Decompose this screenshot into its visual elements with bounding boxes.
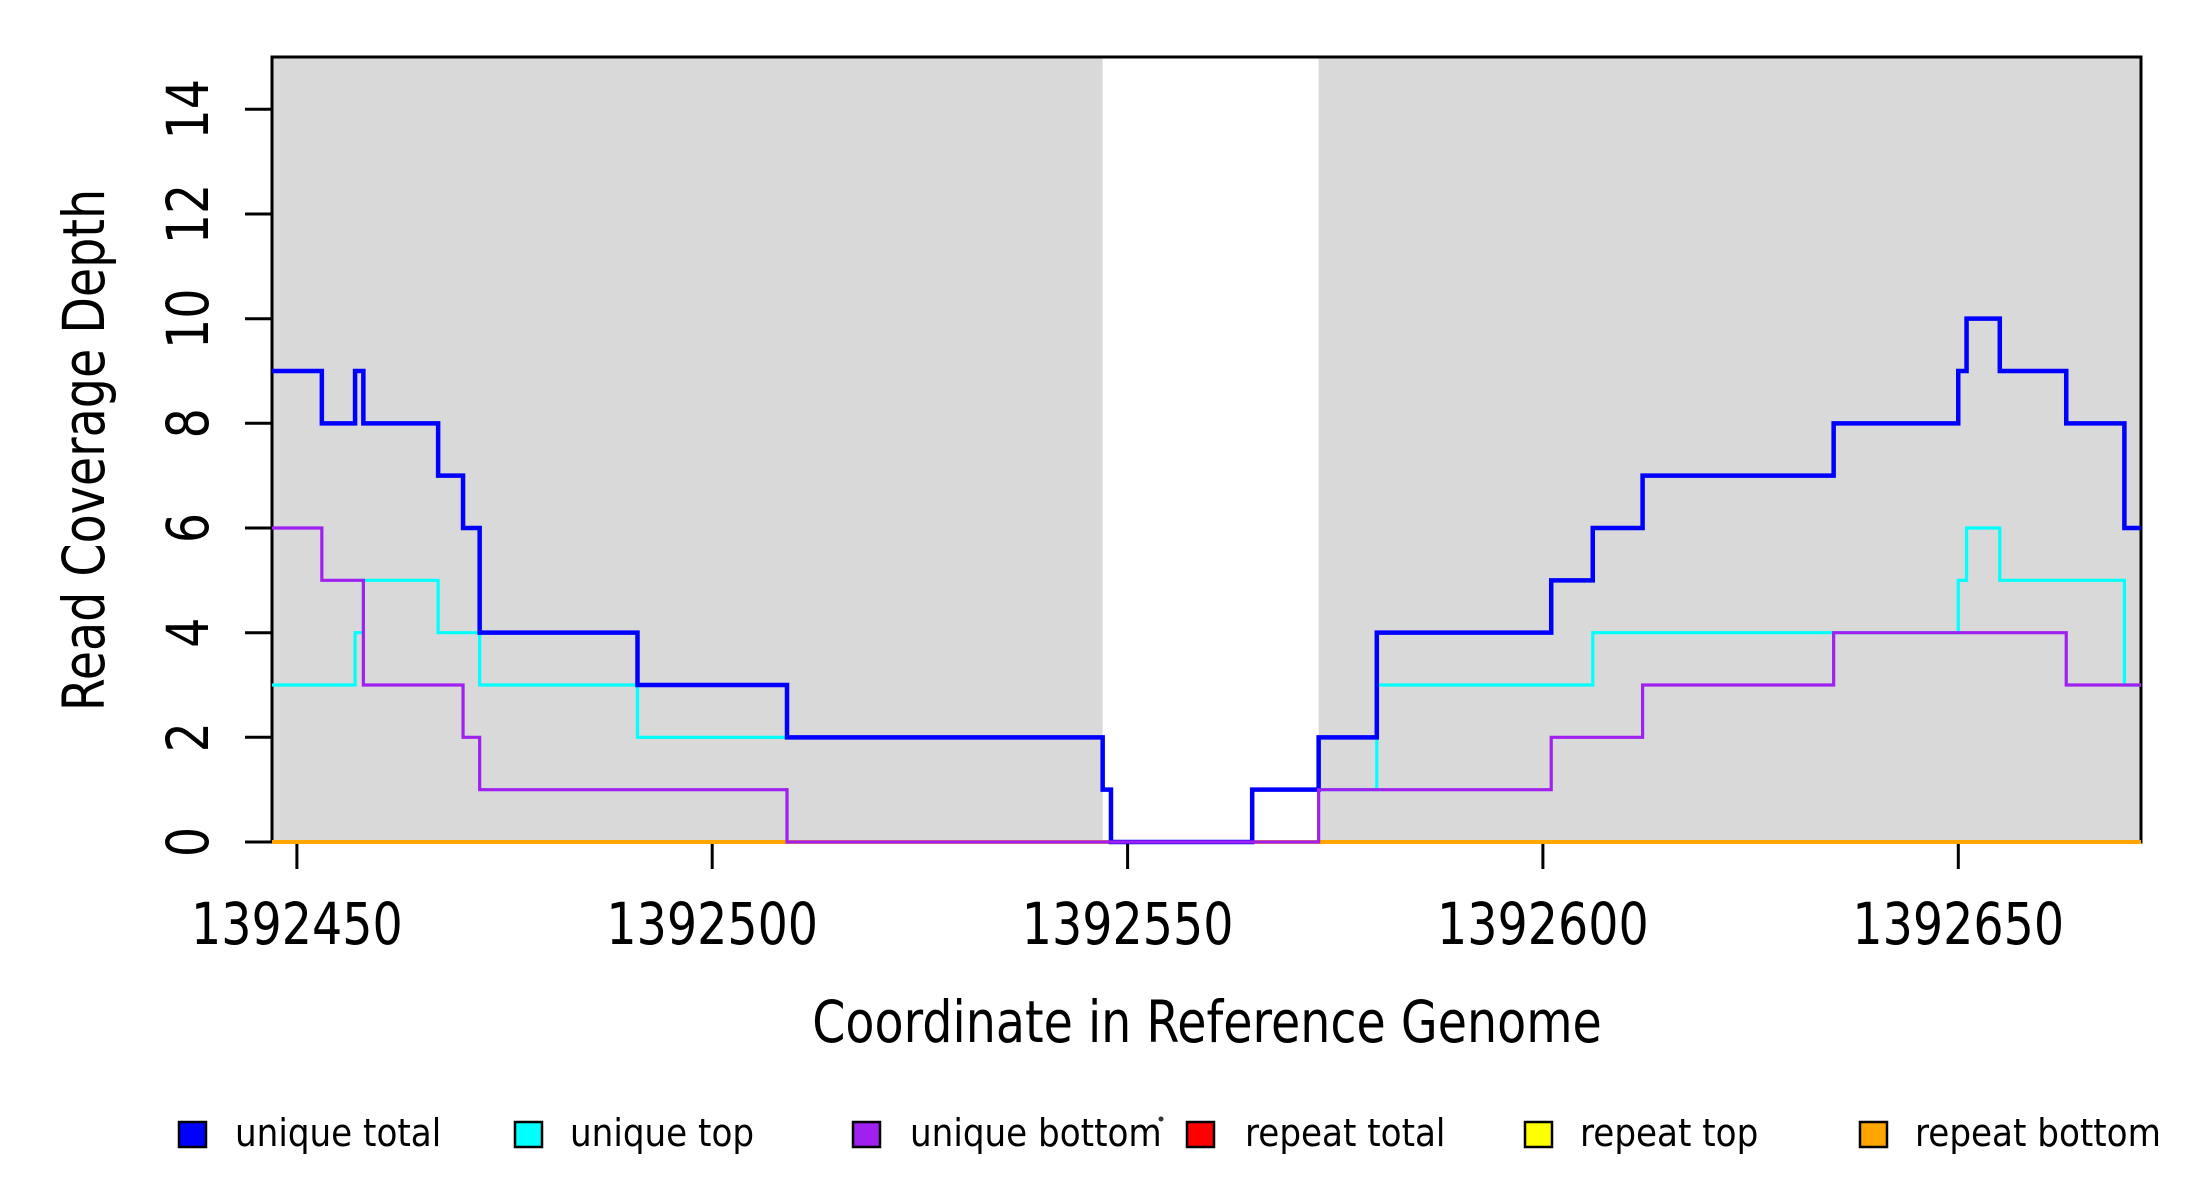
y-tick-label: 14 xyxy=(154,79,222,140)
y-axis-labels: 0 2 4 6 8 10 12 14 xyxy=(154,79,222,857)
legend-item-repeat-top: repeat top xyxy=(1523,1110,1758,1155)
x-tick-label: 1392550 xyxy=(1022,890,1234,958)
legend-item-unique-top: unique top xyxy=(513,1110,754,1155)
y-tick-label: 10 xyxy=(154,288,222,349)
legend-item-repeat-bottom: repeat bottom xyxy=(1858,1110,2161,1155)
legend-label: unique bottom xyxy=(910,1110,1162,1155)
shaded-regions xyxy=(272,57,2141,842)
unique-bottom-swatch-icon xyxy=(851,1120,882,1149)
x-axis-labels: 1392450 1392500 1392550 1392600 1392650 xyxy=(191,890,2064,958)
shaded-region xyxy=(1318,57,2141,842)
repeat-total-swatch-icon xyxy=(1185,1120,1216,1149)
legend-label: repeat total xyxy=(1245,1110,1445,1155)
y-tick-label: 0 xyxy=(154,827,222,857)
y-tick-label: 4 xyxy=(154,618,222,648)
stray-mark xyxy=(1158,1116,1164,1122)
repeat-top-swatch-icon xyxy=(1523,1120,1554,1149)
y-tick-label: 2 xyxy=(154,722,222,752)
x-tick-label: 1392600 xyxy=(1437,890,1649,958)
x-tick-label: 1392500 xyxy=(606,890,818,958)
legend-item-repeat-total: repeat total xyxy=(1185,1110,1445,1155)
shaded-region xyxy=(272,57,1103,842)
legend-item-unique-bottom: unique bottom xyxy=(851,1110,1162,1155)
repeat-bottom-swatch-icon xyxy=(1858,1120,1889,1149)
unique-top-swatch-icon xyxy=(513,1120,544,1149)
y-tick-label: 6 xyxy=(154,513,222,543)
legend: unique total unique top unique bottom re… xyxy=(177,1110,2161,1155)
y-tick-label: 8 xyxy=(154,408,222,438)
x-axis-ticks xyxy=(295,842,1960,869)
legend-label: repeat top xyxy=(1580,1110,1758,1155)
x-axis-title: Coordinate in Reference Genome xyxy=(812,988,1602,1056)
legend-label: unique top xyxy=(570,1110,754,1155)
legend-item-unique-total: unique total xyxy=(177,1110,441,1155)
legend-label: unique total xyxy=(235,1110,441,1155)
y-axis-ticks xyxy=(245,107,272,844)
unique-total-swatch-icon xyxy=(177,1120,208,1149)
y-axis-title: Read Coverage Depth xyxy=(50,189,118,711)
legend-label: repeat bottom xyxy=(1915,1110,2161,1155)
series-line-unique-bottom xyxy=(272,526,2141,844)
series-line-unique-total xyxy=(272,316,2141,845)
y-tick-label: 12 xyxy=(154,184,222,245)
x-tick-label: 1392650 xyxy=(1852,890,2064,958)
x-tick-label: 1392450 xyxy=(191,890,403,958)
coverage-lines xyxy=(272,316,2141,845)
